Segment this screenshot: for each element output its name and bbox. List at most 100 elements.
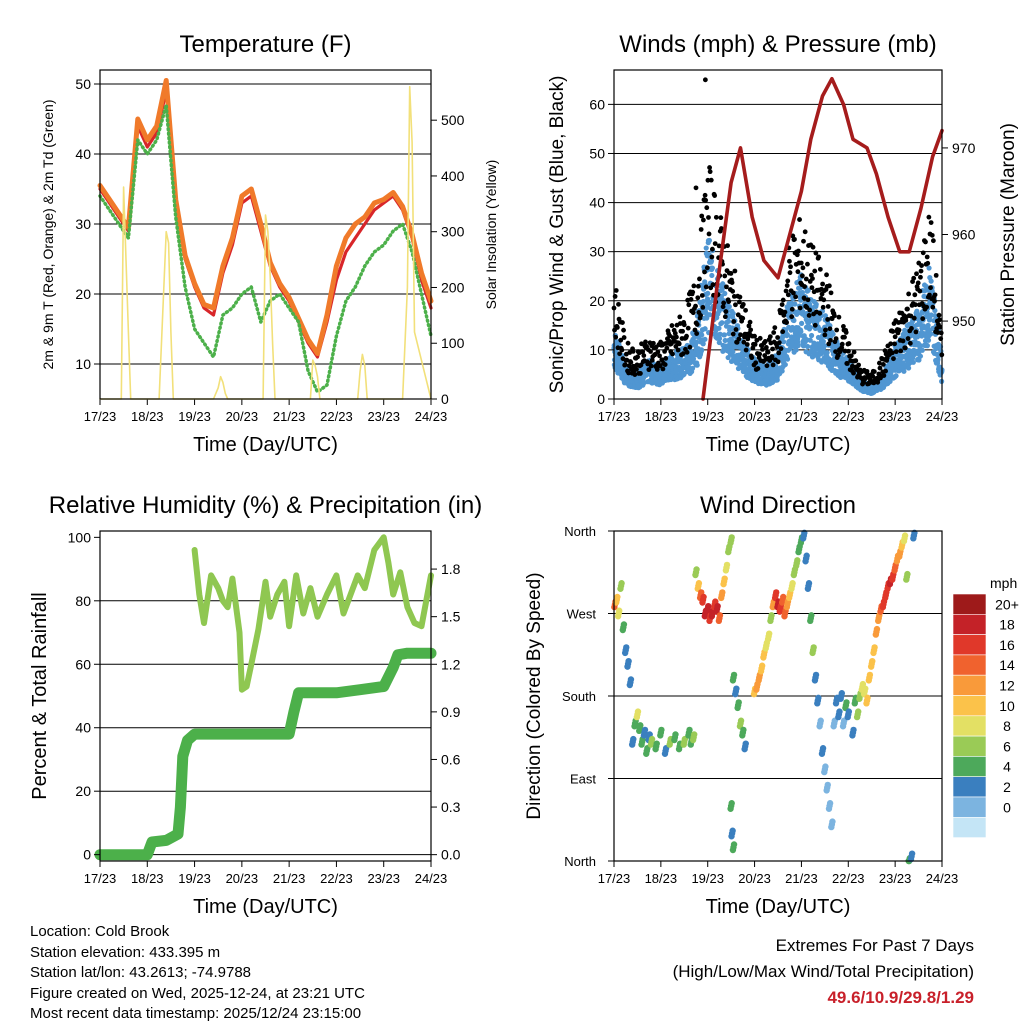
gust-point	[918, 274, 923, 280]
gust-point	[709, 254, 715, 260]
colorbar-label: 2	[1003, 779, 1011, 795]
wind-point	[706, 237, 713, 244]
y-tick-label: 30	[75, 216, 91, 232]
plot-frame	[99, 69, 432, 400]
x-tick-label: 17/23	[84, 409, 117, 424]
direction-point	[634, 708, 642, 715]
gust-point	[750, 345, 756, 351]
x-tick-label: 21/23	[273, 871, 306, 886]
gust-point	[716, 243, 722, 249]
x-tick-label: 22/23	[832, 871, 865, 886]
y-tick-label: 40	[75, 146, 91, 162]
y2-tick-label: 200	[441, 279, 465, 295]
gust-point	[846, 348, 851, 354]
x-tick-label: 19/23	[178, 409, 211, 424]
y-tick-label: North	[564, 524, 596, 539]
y2-tick-label: 500	[441, 112, 465, 128]
gust-point	[937, 324, 943, 330]
gust-point	[655, 349, 661, 355]
y2-tick-label: 400	[441, 168, 465, 184]
gust-point	[825, 304, 831, 309]
direction-point	[627, 676, 635, 683]
y-tick-label: 30	[589, 244, 605, 260]
colorbar-label: 4	[1003, 759, 1011, 775]
direction-point	[728, 534, 735, 541]
dewpoint-line	[98, 103, 433, 394]
gust-point	[659, 357, 665, 363]
gust-point	[800, 265, 806, 271]
direction-point	[810, 644, 817, 651]
gust-point	[622, 362, 628, 368]
direction-point	[705, 602, 712, 610]
direction-point	[691, 731, 698, 738]
gust-point	[797, 305, 803, 311]
wind-point	[698, 347, 705, 353]
gust-point	[820, 304, 826, 310]
gust-point	[846, 341, 852, 346]
direction-point	[721, 575, 728, 582]
gust-point	[638, 371, 643, 376]
direction-point	[817, 717, 824, 724]
wind-point	[824, 350, 830, 356]
y2-tick-label: 0.6	[441, 751, 461, 767]
y-tick-label: 60	[75, 656, 91, 672]
wind-point	[730, 310, 736, 317]
gust-point	[783, 288, 789, 294]
y2-tick-label: 950	[952, 313, 976, 329]
y2-axis-label: Station Pressure (Maroon)	[998, 123, 1019, 346]
direction-point	[625, 657, 632, 665]
gust-point	[706, 231, 712, 237]
gust-point	[701, 217, 706, 223]
y-axis-label: Direction (Colored By Speed)	[524, 572, 545, 819]
y-tick-label: 0	[83, 847, 91, 863]
gust-point	[725, 243, 730, 249]
direction-point	[695, 580, 703, 587]
wind-point	[708, 258, 715, 264]
wind-point	[910, 359, 916, 365]
x-axis-label: Time (Day/UTC)	[193, 434, 338, 456]
gust-point	[881, 373, 887, 378]
gust-point	[805, 261, 810, 267]
gust-point	[798, 260, 804, 266]
gust-point	[718, 215, 724, 221]
y-tick-label: 50	[75, 76, 91, 92]
chart-title: Temperature (F)	[179, 31, 351, 58]
gust-point	[706, 215, 711, 220]
gust-point	[853, 358, 859, 364]
gust-point	[918, 268, 924, 274]
wind-point	[694, 362, 700, 368]
gust-point	[726, 299, 732, 305]
gust-point	[674, 334, 679, 340]
gust-point	[695, 283, 701, 289]
wind-point	[774, 377, 780, 383]
gust-point	[707, 169, 713, 175]
gust-point	[662, 362, 668, 367]
gust-point	[770, 346, 775, 352]
wind-point	[722, 337, 728, 344]
wind-point	[925, 322, 931, 329]
wind-point	[721, 332, 727, 338]
gust-point	[917, 288, 923, 294]
direction-point	[735, 699, 742, 706]
gust-point	[936, 312, 942, 318]
gust-point	[692, 327, 698, 333]
gust-point	[617, 351, 623, 357]
gust-point	[832, 313, 837, 319]
gust-point	[774, 344, 780, 350]
wind-point	[925, 337, 932, 343]
wind-point	[779, 368, 785, 374]
wind-point	[821, 343, 828, 349]
x-axis-label: Time (Day/UTC)	[193, 896, 338, 918]
gust-point	[927, 292, 932, 298]
gust-point	[772, 325, 778, 331]
gust-point	[912, 292, 918, 298]
y2-tick-label: 970	[952, 140, 976, 156]
wind-point	[917, 343, 923, 349]
x-tick-label: 18/23	[645, 871, 678, 886]
y-tick-label: 50	[589, 145, 605, 161]
wind-point	[805, 343, 811, 350]
gust-point	[778, 346, 784, 352]
gust-point	[646, 367, 652, 373]
plot-frame	[99, 530, 432, 862]
